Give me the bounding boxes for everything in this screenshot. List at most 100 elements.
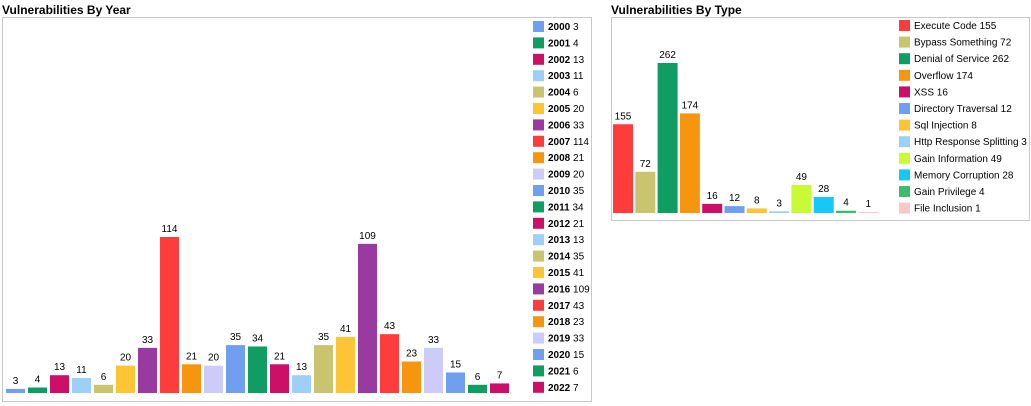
type-legend-swatch-0 [899, 20, 910, 31]
year-bar-11[interactable] [248, 346, 267, 393]
type-legend-label-4[interactable]: XSS 16 [914, 87, 948, 98]
year-legend-label-10[interactable]: 2010 35 [548, 186, 585, 197]
type-legend-label-2[interactable]: Denial of Service 262 [914, 54, 1009, 65]
year-legend-label-12[interactable]: 2012 21 [548, 219, 585, 230]
year-bar-6[interactable] [138, 347, 157, 393]
year-legend-swatch-21 [533, 365, 544, 377]
year-legend-swatch-16 [533, 283, 544, 295]
type-legend-swatch-7 [899, 136, 910, 148]
type-bar-11[interactable] [858, 212, 879, 213]
type-bar-5[interactable] [724, 206, 745, 213]
year-bar-10[interactable] [226, 345, 245, 393]
type-legend-label-3[interactable]: Overflow 174 [914, 71, 973, 82]
year-bar-18[interactable] [402, 361, 421, 393]
type-legend-label-7[interactable]: Http Response Splitting 3 [914, 137, 1027, 148]
year-bar-12[interactable] [270, 364, 289, 393]
year-bar-21[interactable] [468, 384, 487, 393]
type-bar-0[interactable] [613, 124, 633, 213]
year-legend-label-16[interactable]: 2016 109 [548, 284, 590, 295]
year-legend-label-7[interactable]: 2007 114 [548, 137, 589, 148]
year-bar-14[interactable] [314, 345, 333, 393]
type-legend-label-1[interactable]: Bypass Something 72 [914, 38, 1012, 49]
year-legend-label-2[interactable]: 2002 13 [548, 55, 585, 66]
year-value-label-20: 15 [450, 359, 462, 370]
type-legend-label-5[interactable]: Directory Traversal 12 [914, 104, 1012, 115]
type-legend-label-8[interactable]: Gain Information 49 [914, 154, 1002, 165]
type-bar-1[interactable] [635, 171, 656, 213]
year-legend-label-5[interactable]: 2005 20 [548, 104, 585, 115]
year-legend-label-6[interactable]: 2006 33 [548, 120, 585, 131]
year-legend-label-18[interactable]: 2018 23 [548, 317, 585, 328]
type-legend-label-10[interactable]: Gain Privilege 4 [914, 187, 985, 198]
year-legend-swatch-20 [533, 349, 544, 360]
year-legend-label-0[interactable]: 2000 3 [548, 22, 579, 33]
year-legend-swatch-22 [533, 381, 544, 393]
year-legend-swatch-13 [533, 234, 544, 246]
type-bar-4[interactable] [702, 203, 723, 213]
year-bar-2[interactable] [50, 375, 69, 393]
year-bar-15[interactable] [336, 336, 355, 393]
year-value-label-11: 34 [252, 333, 264, 344]
year-value-label-1: 4 [35, 375, 41, 386]
type-bar-2[interactable] [657, 63, 678, 213]
year-legend-swatch-5 [533, 103, 544, 114]
year-legend-label-20[interactable]: 2020 15 [548, 350, 585, 361]
year-legend-label-13[interactable]: 2013 13 [548, 235, 585, 246]
year-legend-swatch-2 [533, 53, 544, 65]
year-value-label-16: 109 [359, 231, 376, 242]
year-bar-8[interactable] [182, 364, 201, 393]
year-bar-20[interactable] [446, 372, 465, 393]
type-legend-swatch-11 [899, 202, 910, 214]
type-value-label-7: 3 [776, 198, 782, 209]
type-value-label-8: 49 [796, 172, 808, 183]
year-legend-label-15[interactable]: 2015 41 [548, 268, 585, 279]
year-value-label-10: 35 [230, 332, 242, 343]
year-legend-label-14[interactable]: 2014 35 [548, 252, 585, 263]
type-value-label-4: 16 [707, 191, 719, 202]
year-legend-label-21[interactable]: 2021 6 [548, 366, 579, 377]
type-bar-9[interactable] [813, 196, 834, 213]
type-value-label-0: 155 [615, 111, 632, 122]
type-bar-7[interactable] [769, 211, 790, 213]
year-bar-17[interactable] [380, 334, 399, 393]
year-value-label-17: 43 [384, 321, 396, 332]
year-legend-label-8[interactable]: 2008 21 [548, 153, 585, 164]
year-bar-16[interactable] [358, 243, 377, 393]
type-bar-8[interactable] [791, 184, 812, 213]
year-legend-label-1[interactable]: 2001 4 [548, 38, 579, 49]
type-value-label-11: 1 [866, 199, 872, 210]
year-legend-label-3[interactable]: 2003 11 [548, 71, 584, 82]
type-bar-6[interactable] [746, 208, 767, 213]
type-legend-label-0[interactable]: Execute Code 155 [914, 21, 997, 32]
year-bar-19[interactable] [424, 347, 443, 393]
year-legend-swatch-19 [533, 332, 544, 344]
year-bar-13[interactable] [292, 375, 311, 393]
type-value-label-3: 174 [682, 100, 699, 111]
type-legend-label-9[interactable]: Memory Corruption 28 [914, 170, 1014, 181]
year-legend-label-9[interactable]: 2009 20 [548, 170, 585, 181]
year-legend-label-11[interactable]: 2011 34 [548, 202, 584, 213]
year-legend-swatch-18 [533, 316, 544, 328]
year-bar-0[interactable] [6, 388, 25, 393]
year-legend-label-4[interactable]: 2004 6 [548, 88, 579, 99]
year-legend-label-22[interactable]: 2022 7 [548, 383, 579, 394]
year-bar-1[interactable] [28, 387, 47, 393]
type-bar-3[interactable] [679, 113, 700, 213]
year-legend-swatch-4 [533, 86, 544, 98]
year-bar-3[interactable] [72, 377, 91, 393]
year-value-label-7: 114 [162, 224, 178, 235]
type-legend-label-6[interactable]: Sql Injection 8 [914, 121, 977, 132]
type-value-label-5: 12 [729, 193, 741, 204]
year-legend-label-19[interactable]: 2019 33 [548, 334, 585, 345]
year-bar-9[interactable] [204, 365, 223, 393]
type-legend-label-11[interactable]: File Inclusion 1 [914, 204, 981, 215]
year-value-label-22: 7 [497, 370, 503, 381]
type-legend-swatch-1 [899, 36, 910, 48]
type-bar-10[interactable] [836, 210, 856, 213]
year-bar-5[interactable] [116, 365, 135, 393]
year-bar-7[interactable] [160, 237, 179, 393]
year-bar-22[interactable] [490, 383, 509, 393]
year-bar-4[interactable] [94, 384, 113, 393]
year-legend-label-17[interactable]: 2017 43 [548, 301, 585, 312]
year-value-label-13: 13 [296, 362, 308, 373]
